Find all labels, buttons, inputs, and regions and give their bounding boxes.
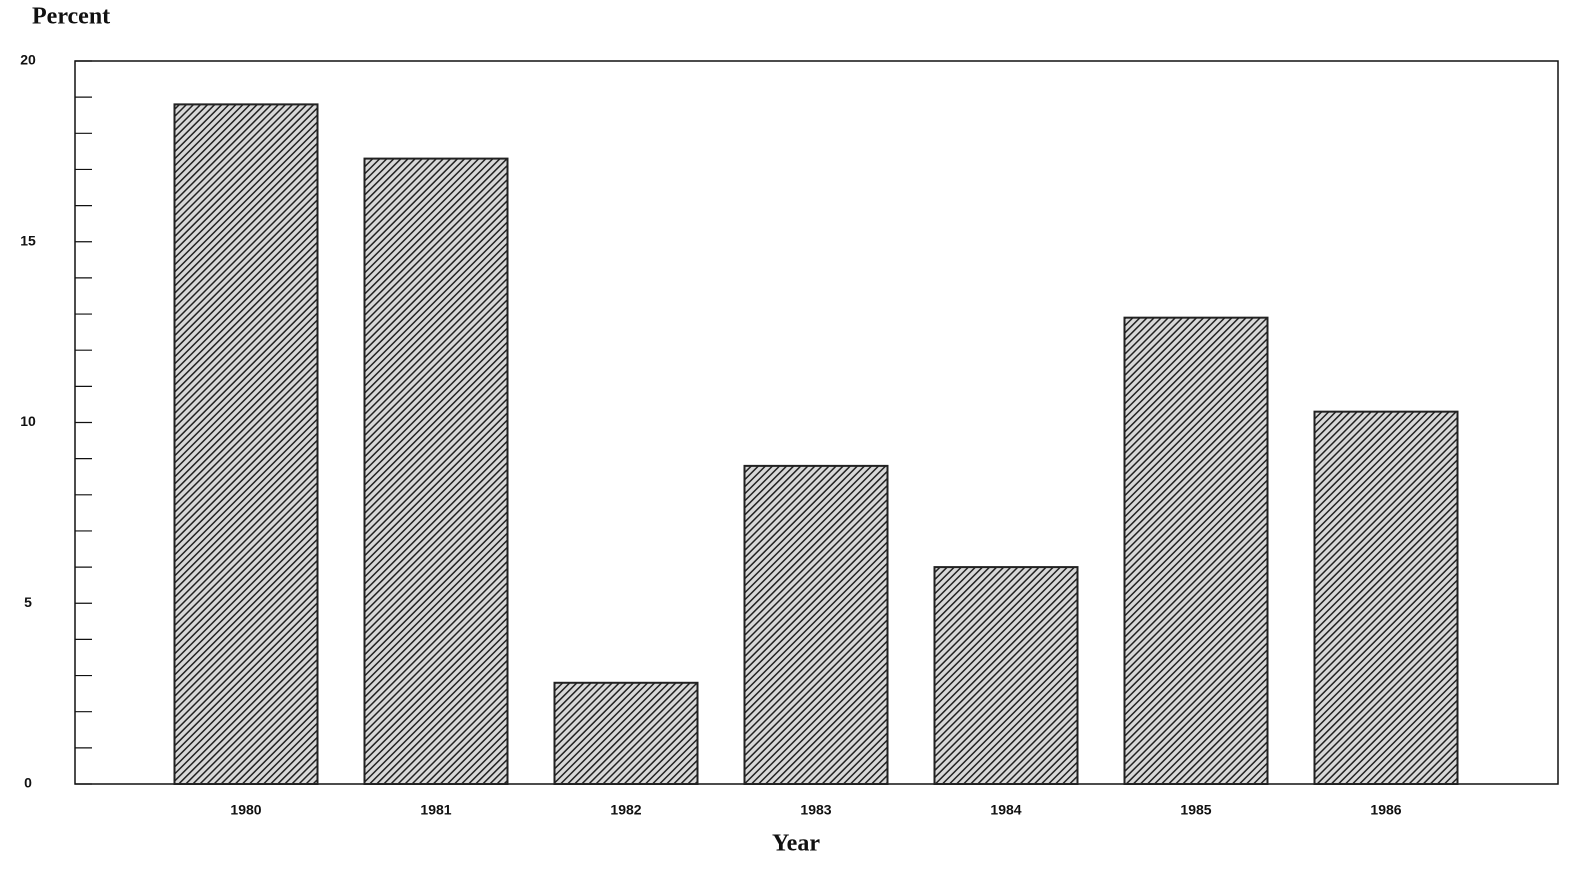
y-tick-label: 15	[20, 232, 36, 248]
y-tick-label: 10	[20, 413, 36, 429]
x-tick-label: 1980	[230, 802, 261, 818]
y-tick-label: 20	[20, 52, 36, 68]
bar	[1123, 316, 1269, 785]
y-axis-title: Percent	[32, 4, 110, 30]
x-axis-title: Year	[772, 831, 820, 857]
x-tick-label: 1983	[800, 802, 831, 818]
bar	[363, 157, 509, 786]
bar	[553, 681, 699, 786]
bar	[743, 464, 889, 785]
bar	[1313, 410, 1459, 785]
x-tick-label: 1985	[1180, 802, 1211, 818]
x-tick-label: 1986	[1370, 802, 1401, 818]
y-tick-label: 5	[24, 594, 32, 610]
y-tick-label: 0	[24, 775, 32, 791]
bar	[933, 566, 1079, 785]
bar	[173, 103, 319, 785]
x-tick-label: 1984	[990, 802, 1021, 818]
x-tick-label: 1982	[610, 802, 641, 818]
x-tick-label: 1981	[420, 802, 451, 818]
